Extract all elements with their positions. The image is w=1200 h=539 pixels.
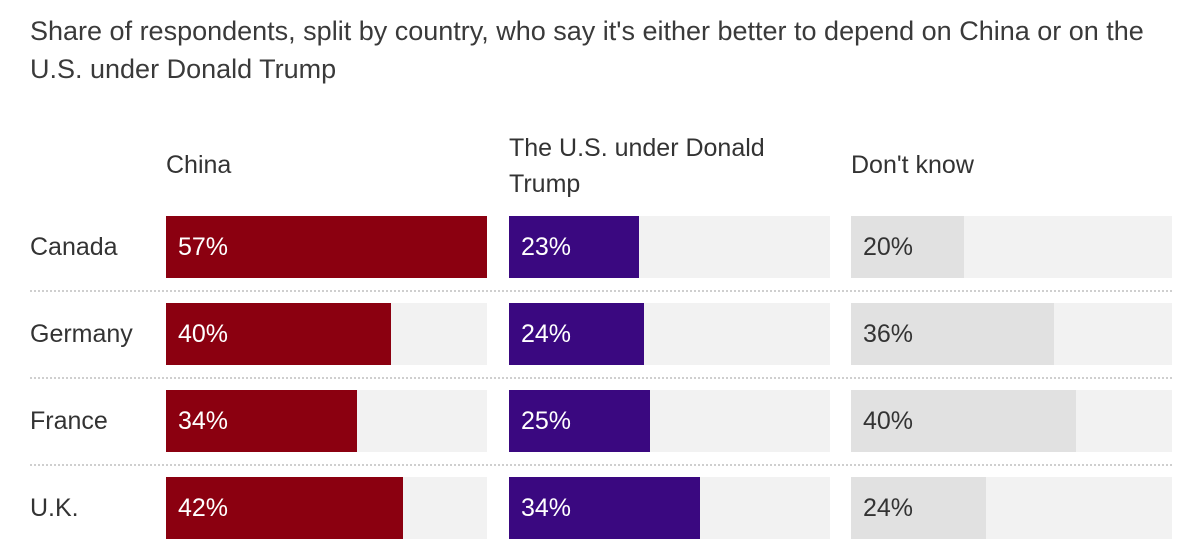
data-label: 40% [863, 407, 914, 435]
bar-track: 34% [509, 477, 830, 539]
data-label: 23% [521, 233, 572, 261]
data-label: 25% [521, 407, 572, 435]
bar-track: 25% [509, 390, 830, 452]
data-label: 20% [863, 233, 914, 261]
bar [851, 216, 964, 278]
data-label: 34% [178, 407, 229, 435]
bar-track: 20% [851, 216, 1172, 278]
bar-track: 42% [166, 477, 487, 539]
bar-track: 40% [166, 303, 487, 365]
row-label-2: France [30, 407, 108, 435]
bar [851, 303, 1054, 365]
bar [509, 303, 645, 365]
row-separator [30, 464, 1172, 466]
row-label-0: Canada [30, 233, 118, 261]
bar-track: 34% [166, 390, 487, 452]
column-header-2: Don't know [851, 151, 974, 179]
bar [166, 216, 487, 278]
bar-track: 36% [851, 303, 1172, 365]
row-separator [30, 377, 1172, 379]
bar-track: 24% [509, 303, 830, 365]
row-label-3: U.K. [30, 494, 79, 522]
data-label: 34% [521, 494, 572, 522]
data-label: 57% [178, 233, 229, 261]
data-label: 36% [863, 320, 914, 348]
bar [166, 390, 358, 452]
data-label: 42% [178, 494, 229, 522]
bar [509, 216, 639, 278]
bar-track: 57% [166, 216, 487, 278]
data-label: 40% [178, 320, 229, 348]
column-header-0: China [166, 151, 232, 179]
column-header-1: The U.S. under Donald Trump [509, 134, 765, 198]
bar-track: 23% [509, 216, 830, 278]
row-separator [30, 290, 1172, 292]
chart-title: Share of respondents, split by country, … [30, 16, 1144, 84]
bar-track: 24% [851, 477, 1172, 539]
data-label: 24% [863, 494, 914, 522]
data-label: 24% [521, 320, 572, 348]
bar [166, 303, 392, 365]
row-label-1: Germany [30, 320, 133, 348]
bar-track: 40% [851, 390, 1172, 452]
bar [851, 390, 1077, 452]
bar [509, 390, 650, 452]
